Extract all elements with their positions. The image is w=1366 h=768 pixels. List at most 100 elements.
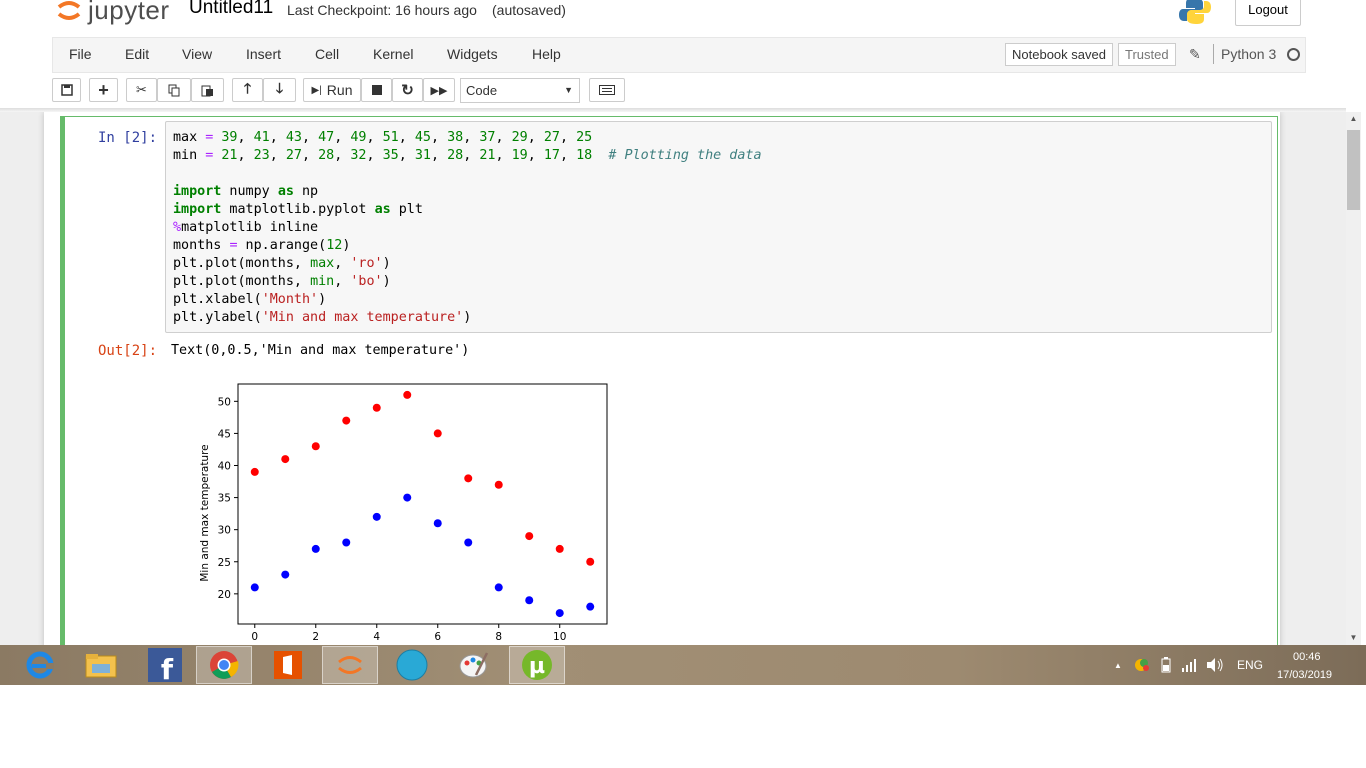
cut-button[interactable]: ✂ <box>126 78 157 102</box>
taskbar-paint[interactable] <box>446 646 502 684</box>
notebook-header: jupyter Untitled11 Last Checkpoint: 16 h… <box>0 0 1366 108</box>
min-temp-point <box>342 538 351 547</box>
language-indicator[interactable]: ENG <box>1237 658 1264 672</box>
tray-app-icon[interactable] <box>1133 657 1151 673</box>
code-line: plt.xlabel('Month') <box>173 292 327 307</box>
paste-icon <box>201 85 213 96</box>
run-button[interactable]: ▶| Run <box>303 78 361 102</box>
y-tick-label: 25 <box>218 557 231 569</box>
menu-file[interactable]: File <box>69 46 92 62</box>
keyboard-icon <box>599 85 615 95</box>
checkpoint-status: Last Checkpoint: 16 hours ago <box>287 2 477 18</box>
save-button[interactable] <box>52 78 81 102</box>
battery-icon[interactable] <box>1158 657 1174 673</box>
output-prompt: Out[2]: <box>98 343 158 359</box>
menu-help[interactable]: Help <box>532 46 561 62</box>
code-line: import numpy as np <box>173 184 319 199</box>
max-temp-point <box>433 429 442 438</box>
menu-insert[interactable]: Insert <box>246 46 282 62</box>
insert-cell-button[interactable]: + <box>89 78 118 102</box>
y-tick-label: 40 <box>218 460 231 472</box>
code-line: import matplotlib.pyplot as plt <box>173 202 423 217</box>
run-label: Run <box>326 82 353 98</box>
restart-icon: ↻ <box>401 82 414 99</box>
max-temp-point <box>494 480 503 489</box>
menu-kernel[interactable]: Kernel <box>373 46 414 62</box>
code-line: months = np.arange(12) <box>173 238 351 253</box>
max-temp-point <box>342 416 351 425</box>
interrupt-button[interactable] <box>361 78 392 102</box>
min-temp-point <box>403 493 412 502</box>
kernel-separator <box>1213 44 1214 64</box>
vertical-scrollbar[interactable]: ▲ ▼ <box>1346 112 1361 645</box>
stop-icon <box>371 85 382 95</box>
restart-run-all-button[interactable]: ▶▶ <box>423 78 455 102</box>
code-line: min = 21, 23, 27, 28, 32, 35, 31, 28, 21… <box>173 148 762 163</box>
taskbar-office[interactable] <box>260 646 316 684</box>
signal-icon[interactable] <box>1181 657 1197 673</box>
taskbar-file-explorer[interactable] <box>73 646 129 684</box>
taskbar-chrome[interactable] <box>196 646 252 684</box>
y-tick-label: 20 <box>218 589 231 601</box>
scroll-down-icon[interactable]: ▼ <box>1349 633 1358 642</box>
pencil-icon[interactable]: ✎ <box>1189 46 1201 62</box>
tray-expand-icon[interactable]: ▲ <box>1114 661 1122 670</box>
svg-text:f: f <box>161 653 174 682</box>
taskbar-jupyter[interactable] <box>322 646 378 684</box>
x-tick-label: 8 <box>495 631 502 643</box>
code-cell[interactable] <box>60 116 1278 645</box>
taskbar-internet-explorer[interactable] <box>12 646 68 684</box>
max-temp-point <box>372 403 381 412</box>
menu-widgets[interactable]: Widgets <box>447 46 498 62</box>
min-temp-point <box>494 583 503 592</box>
min-temp-point <box>525 596 534 605</box>
menu-edit[interactable]: Edit <box>125 46 150 62</box>
jupyter-logo[interactable]: jupyter <box>56 0 170 26</box>
y-tick-label: 50 <box>218 396 231 408</box>
volume-icon[interactable] <box>1206 657 1224 673</box>
scrollbar-thumb[interactable] <box>1347 130 1360 210</box>
arrow-down-icon: 🡓 <box>275 80 284 96</box>
scroll-up-icon[interactable]: ▲ <box>1349 114 1358 123</box>
plot-axes-frame <box>237 383 608 625</box>
trusted-indicator[interactable]: Trusted <box>1118 43 1176 66</box>
notebook-name[interactable]: Untitled11 <box>189 0 274 18</box>
clock-time[interactable]: 00:46 <box>1293 651 1321 663</box>
save-icon <box>60 84 73 96</box>
max-temp-point <box>250 467 259 476</box>
code-editor[interactable]: max = 39, 41, 43, 47, 49, 51, 45, 38, 37… <box>165 121 1272 333</box>
chevron-down-icon: ▼ <box>564 85 573 95</box>
logout-button[interactable]: Logout <box>1235 0 1301 26</box>
y-tick-label: 35 <box>218 493 231 505</box>
min-temp-point <box>250 583 259 592</box>
paste-button[interactable] <box>191 78 224 102</box>
menu-cell[interactable]: Cell <box>315 46 340 62</box>
y-tick-label: 45 <box>218 428 231 440</box>
cell-type-select[interactable]: Code ▼ <box>460 78 580 103</box>
menu-view[interactable]: View <box>182 46 213 62</box>
jupyter-logo-text: jupyter <box>88 0 170 25</box>
clock-date[interactable]: 17/03/2019 <box>1277 669 1333 681</box>
fast-forward-icon: ▶▶ <box>430 84 448 97</box>
taskbar-utorrent[interactable]: µ <box>509 646 565 684</box>
autosave-status: (autosaved) <box>492 2 566 18</box>
move-up-button[interactable]: 🡑 <box>232 78 263 102</box>
taskbar-facebook[interactable]: f <box>137 646 193 684</box>
python-logo-icon <box>1179 0 1211 24</box>
internet-explorer-icon <box>26 651 54 679</box>
kernel-idle-icon <box>1287 48 1300 61</box>
min-temp-point <box>555 609 564 618</box>
code-line: max = 39, 41, 43, 47, 49, 51, 45, 38, 37… <box>173 130 593 145</box>
copy-button[interactable] <box>157 78 191 102</box>
taskbar-circle-app[interactable] <box>384 646 440 684</box>
min-temp-point <box>464 538 473 547</box>
header-divider <box>0 108 1346 112</box>
min-temp-point <box>433 519 442 528</box>
plus-icon: + <box>98 79 109 100</box>
restart-button[interactable]: ↻ <box>392 78 423 102</box>
svg-text:µ: µ <box>529 654 545 679</box>
command-palette-button[interactable] <box>589 78 625 102</box>
move-down-button[interactable]: 🡓 <box>263 78 296 102</box>
windows-taskbar: f <box>0 645 1366 685</box>
paint-icon <box>459 652 489 678</box>
